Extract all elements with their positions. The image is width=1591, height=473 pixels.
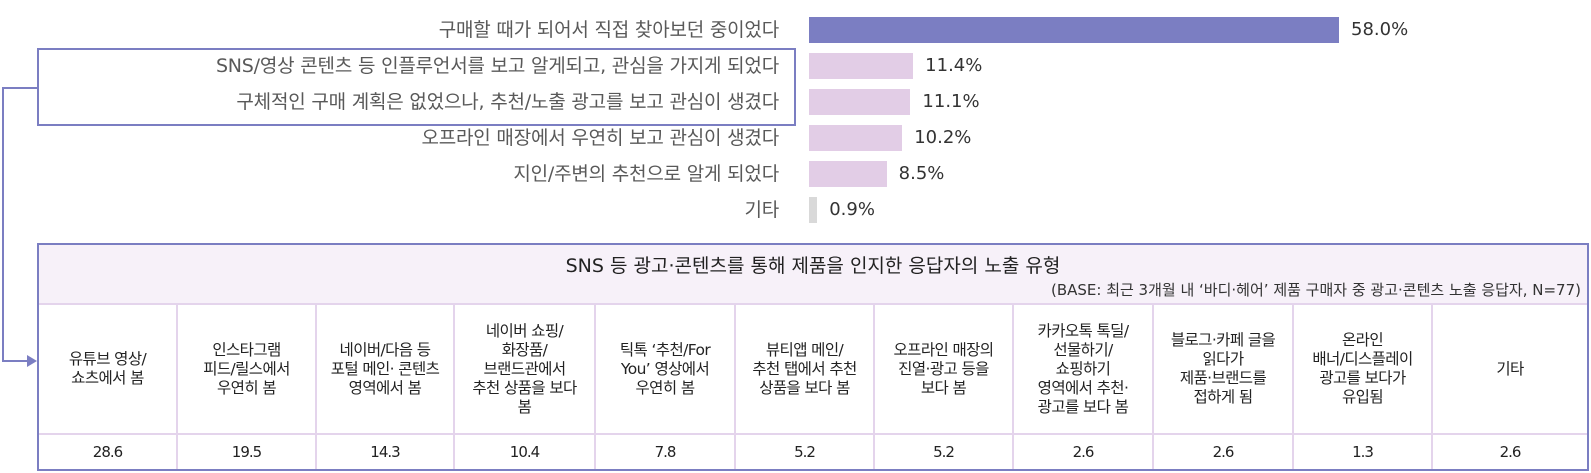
table-cell-value: 2.6	[1499, 442, 1522, 461]
bar-row: SNS/영상 콘텐츠 등 인플루언서를 보고 알게되고, 관심을 가지게 되었다…	[0, 48, 1591, 84]
table-grid: 유튜브 영상/ 쇼츠에서 봄 인스타그램 피드/릴스에서 우연히 봄 네이버/다…	[39, 305, 1587, 469]
arrow-right-icon	[27, 355, 37, 367]
bar-value: 58.0%	[1351, 19, 1409, 40]
table-cell-value: 14.3	[317, 435, 455, 469]
bar-row: 지인/주변의 추천으로 알게 되었다 8.5%	[0, 156, 1591, 192]
bar-value: 0.9%	[829, 199, 875, 220]
bar-row: 기타 0.9%	[0, 192, 1591, 228]
bar-value: 11.4%	[925, 55, 983, 76]
table-cell-value: 10.4	[455, 435, 596, 469]
highlight-box	[37, 48, 796, 126]
column-header: 카카오톡 톡딜/ 선물하기/ 쇼핑하기 영역에서 추천· 광고를 보다 봄	[1014, 305, 1154, 435]
table-cell-value: 19.5	[178, 435, 317, 469]
bar-row: 구체적인 구매 계획은 없었으나, 추천/노출 광고를 보고 관심이 생겼다 1…	[0, 84, 1591, 120]
column-header: 뷰티앱 메인/ 추천 탭에서 추천 상품을 보다 봄	[736, 305, 875, 435]
connector-line	[2, 87, 38, 89]
table-cell-value: 2.6	[1154, 435, 1294, 469]
bar	[809, 89, 911, 115]
table-base-note: (BASE: 최근 3개월 내 ‘바디·헤어’ 제품 구매자 중 광고·콘텐츠 …	[1050, 281, 1581, 299]
column-header: 블로그·카페 글을 읽다가 제품·브랜드를 접하게 됨	[1154, 305, 1294, 435]
column-header: 기타	[1433, 305, 1587, 435]
bar-value: 8.5%	[898, 163, 945, 184]
table-cell-value: 2.6	[1014, 435, 1154, 469]
table-cell-value: 28.6	[39, 435, 178, 469]
column-header: 인스타그램 피드/릴스에서 우연히 봄	[178, 305, 317, 435]
connector-line	[2, 360, 28, 362]
bar-value: 11.1%	[922, 91, 980, 112]
connector-line	[2, 87, 4, 362]
bar-row: 오프라인 매장에서 우연히 보고 관심이 생겼다 10.2%	[0, 120, 1591, 156]
bar-label: 구체적인 구매 계획은 없었으나, 추천/노출 광고를 보고 관심이 생겼다	[236, 91, 779, 113]
bar-label: SNS/영상 콘텐츠 등 인플루언서를 보고 알게되고, 관심을 가지게 되었다	[215, 55, 779, 77]
column-header: 네이버 쇼핑/ 화장품/ 브랜드관에서 추천 상품을 보다 봄	[455, 305, 596, 435]
bar	[809, 197, 818, 223]
column-header: 네이버/다음 등 포털 메인· 콘텐츠 영역에서 봄	[317, 305, 455, 435]
table-cell-value: 5.2	[736, 435, 875, 469]
bar	[809, 161, 887, 187]
table-cell-value: 7.8	[596, 435, 736, 469]
bar-value: 10.2%	[914, 127, 972, 148]
bar	[809, 53, 914, 79]
column-header: 오프라인 매장의 진열·광고 등을 보다 봄	[875, 305, 1014, 435]
bar	[809, 17, 1339, 43]
exposure-type-table: SNS 등 광고·콘텐츠를 통해 제품을 인지한 응답자의 노출 유형 (BAS…	[37, 243, 1589, 471]
bar-label: 오프라인 매장에서 우연히 보고 관심이 생겼다	[421, 127, 779, 149]
table-cell-value: 1.3	[1294, 435, 1433, 469]
bar-row: 구매할 때가 되어서 직접 찾아보던 중이었다 58.0%	[0, 12, 1591, 48]
column-header: 온라인 배너/디스플레이 광고를 보다가 유입됨	[1294, 305, 1433, 435]
bar	[809, 125, 903, 151]
bar-label: 구매할 때가 되어서 직접 찾아보던 중이었다	[438, 19, 779, 41]
bar-label: 기타	[744, 199, 779, 221]
column-header: 틱톡 ‘추천/For You’ 영상에서 우연히 봄	[596, 305, 736, 435]
bar-label: 지인/주변의 추천으로 알게 되었다	[513, 163, 779, 185]
table-cell-value: 5.2	[875, 435, 1014, 469]
table-header: SNS 등 광고·콘텐츠를 통해 제품을 인지한 응답자의 노출 유형 (BAS…	[39, 245, 1587, 305]
table-title: SNS 등 광고·콘텐츠를 통해 제품을 인지한 응답자의 노출 유형	[565, 255, 1061, 277]
column-header: 유튜브 영상/ 쇼츠에서 봄	[39, 305, 178, 435]
